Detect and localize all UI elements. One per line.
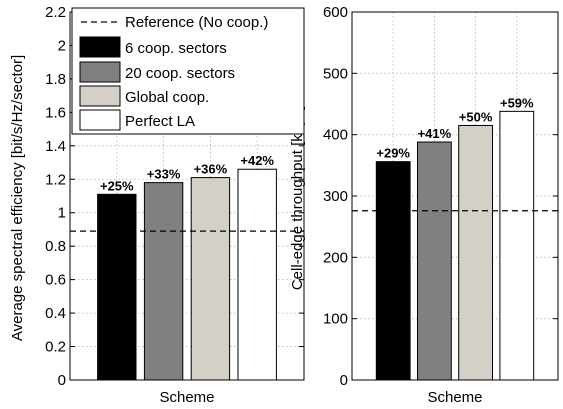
left-y-tick-label: 0.2 xyxy=(45,339,66,356)
left-y-tick-label: 1.4 xyxy=(45,138,66,155)
legend-label-perfect-la: Perfect LA xyxy=(125,113,195,130)
left-y-tick-label: 1.8 xyxy=(45,71,66,88)
legend-label-6-coop: 6 coop. sectors xyxy=(125,40,227,57)
right-y-tick-label: 0 xyxy=(340,372,348,389)
spectral-efficiency-chart: +25% +33% +36% +42% 0 0.2 0.4 0.6 0.8 1 1.2 1.4 1.6… xyxy=(9,4,305,406)
right-data-label-global-coop: +50% xyxy=(459,109,493,124)
legend-label-20-coop: 20 coop. sectors xyxy=(125,65,235,82)
left-data-label-20-coop-sectors: +33% xyxy=(147,167,181,182)
legend-label-reference: Reference (No coop.) xyxy=(125,14,268,31)
left-y-tick-label: 2 xyxy=(58,37,66,54)
left-y-tick-label: 0.4 xyxy=(45,305,66,322)
right-y-tick-label: 200 xyxy=(323,249,348,266)
left-bars xyxy=(97,168,277,381)
left-y-tick-label: 1.6 xyxy=(45,104,66,121)
left-x-axis-label: Scheme xyxy=(159,389,214,406)
right-x-axis-label: Scheme xyxy=(427,389,482,406)
left-y-tick-label: 1 xyxy=(58,205,66,222)
legend-swatch-20-coop xyxy=(79,61,121,83)
left-y-tick-label: 1.2 xyxy=(45,171,66,188)
left-bar-perfect-la xyxy=(237,168,277,381)
right-y-tick-label: 400 xyxy=(323,127,348,144)
left-data-label-perfect-la: +42% xyxy=(240,153,274,168)
right-bar-perfect-la xyxy=(499,110,535,381)
left-bar-20-coop-sectors xyxy=(143,182,184,381)
legend: Reference (No coop.) 6 coop. sectors 20 … xyxy=(71,7,305,135)
right-y-tick-label: 600 xyxy=(323,4,348,21)
right-data-label-6-coop-sectors: +29% xyxy=(376,146,410,161)
legend-swatch-6-coop xyxy=(79,36,121,58)
cell-edge-throughput-chart: +29% +41% +50% +59% 0 100 200 300 400 500 600 Sch… xyxy=(289,4,559,406)
right-bar-6-coop-sectors xyxy=(375,161,411,381)
right-y-tick-label: 300 xyxy=(323,188,348,205)
right-y-axis-label: Cell-edge throughput [kbps] xyxy=(289,106,306,290)
right-bars xyxy=(375,110,535,381)
left-data-labels: +25% +33% +36% +42% xyxy=(100,153,274,193)
right-data-label-20-coop-sectors: +41% xyxy=(418,126,452,141)
right-data-labels: +29% +41% +50% +59% xyxy=(376,95,534,160)
right-y-tick-label: 500 xyxy=(323,65,348,82)
left-y-tick-label: 0.8 xyxy=(45,238,66,255)
left-bar-6-coop-sectors xyxy=(97,193,137,381)
left-y-axis-label: Average spectral efficiency [bit/s/Hz/se… xyxy=(9,55,26,341)
left-bar-global-coop xyxy=(190,177,231,381)
left-y-ticks: 0 0.2 0.4 0.6 0.8 1 1.2 1.4 1.6 1.8 2 2.2 xyxy=(45,4,304,389)
left-y-tick-label: 0 xyxy=(58,372,66,389)
legend-swatch-perfect-la xyxy=(79,109,121,131)
right-y-ticks: 0 100 200 300 400 500 600 xyxy=(323,4,558,389)
right-bar-20-coop-sectors xyxy=(417,141,452,381)
legend-label-global-coop: Global coop. xyxy=(125,89,209,106)
legend-swatch-global-coop xyxy=(79,85,121,107)
left-y-tick-label: 2.2 xyxy=(45,4,66,21)
left-data-label-global-coop: +36% xyxy=(194,162,228,177)
right-data-label-perfect-la: +59% xyxy=(500,95,534,110)
right-y-tick-label: 100 xyxy=(323,311,348,328)
right-bar-global-coop xyxy=(458,124,493,381)
left-data-label-6-coop-sectors: +25% xyxy=(100,178,134,193)
left-y-tick-label: 0.6 xyxy=(45,272,66,289)
